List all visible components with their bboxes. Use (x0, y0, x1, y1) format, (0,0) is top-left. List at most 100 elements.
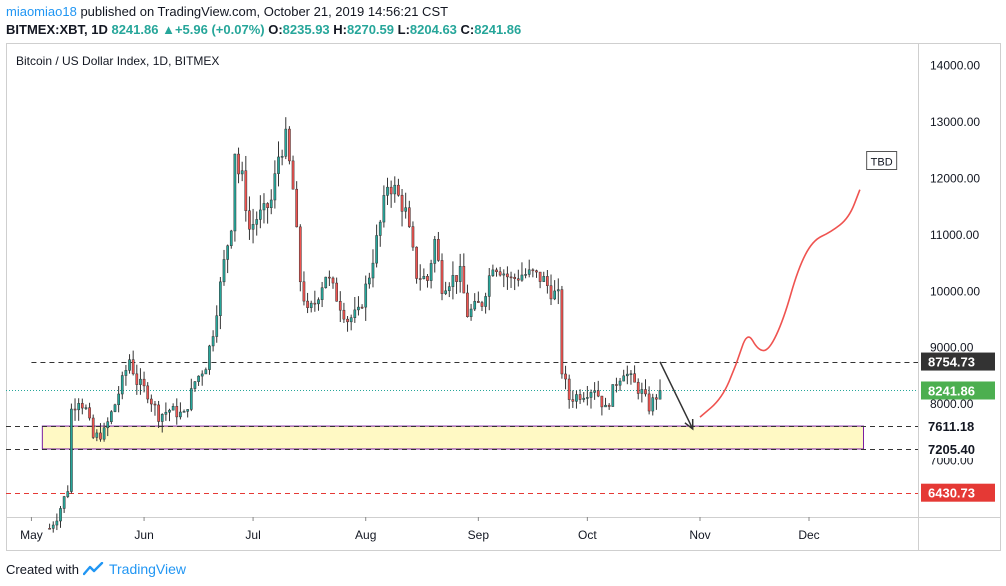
candle-body (487, 275, 491, 297)
candle-body (244, 170, 248, 212)
candle-body (411, 226, 415, 248)
candle-body (117, 393, 120, 406)
candle-body (524, 274, 527, 276)
price-tick-label: 11000.00 (930, 228, 979, 242)
candle-body (397, 184, 400, 196)
candle-body (331, 277, 335, 284)
candle-body (186, 409, 190, 412)
candle-body (484, 296, 487, 307)
support-zone (41, 425, 864, 450)
candle-body (368, 277, 371, 285)
candle-body (95, 432, 99, 438)
candle-body (400, 194, 404, 212)
price-label: 6430.73 (928, 486, 975, 501)
candle-body (618, 380, 622, 386)
candle-body (131, 359, 135, 375)
candle-body (458, 266, 462, 282)
candle-body (389, 186, 393, 195)
time-tick-label: May (20, 528, 43, 542)
candle-body (237, 153, 240, 175)
candle-body (404, 207, 408, 212)
chart-title: Bitcoin / US Dollar Index, 1D, BITMEX (16, 54, 219, 68)
close-value: 8241.86 (474, 22, 522, 37)
candle-body (502, 273, 506, 276)
candle-body (219, 281, 222, 316)
candle-body (179, 411, 182, 418)
candle-body (549, 285, 553, 300)
author-link[interactable]: miaomiao18 (6, 4, 77, 19)
candle-body (317, 299, 320, 305)
candle-body (451, 275, 455, 287)
candle-body (91, 417, 95, 438)
candle-body (335, 282, 338, 302)
candle-body (538, 271, 542, 282)
price-tick-label: 10000.00 (930, 284, 980, 298)
candle-body (506, 273, 509, 278)
candle-body (142, 378, 146, 387)
candle-body (586, 397, 589, 399)
high-value: 8270.59 (347, 22, 395, 37)
candle-body (596, 390, 600, 397)
candle-body (269, 199, 273, 208)
candle-body (73, 408, 77, 411)
created-with-text: Created with (6, 561, 79, 577)
tradingview-logo-icon (82, 562, 104, 576)
candle-body (415, 246, 418, 279)
candle-body (62, 496, 66, 509)
price-label-bg (921, 381, 995, 400)
candle-body (208, 345, 211, 370)
candle-body (386, 186, 389, 196)
candle-body (189, 388, 193, 410)
candle-body (477, 301, 480, 303)
candle-body (426, 276, 429, 281)
candle-body (215, 315, 219, 337)
candle-body (560, 289, 564, 375)
open-value: 8235.93 (282, 22, 330, 37)
candle-body (633, 373, 636, 383)
time-tick-label: Sep (468, 528, 490, 542)
price-tick-label: 14000.00 (930, 59, 980, 73)
candle-body (658, 390, 662, 400)
candle-body (509, 276, 513, 279)
chart-frame[interactable]: Bitcoin / US Dollar Index, 1D, BITMEX TB… (6, 43, 1001, 551)
price-chart[interactable]: Bitcoin / US Dollar Index, 1D, BITMEX TB… (6, 43, 1001, 551)
candle-body (418, 278, 422, 280)
candle-body (422, 276, 426, 279)
candle-body (128, 359, 131, 371)
price-label: 8241.86 (928, 383, 975, 398)
candle-body (226, 245, 229, 260)
candle-body (520, 274, 524, 281)
candle-body (611, 384, 615, 407)
candle-body (306, 300, 309, 308)
candle-body (324, 276, 328, 289)
candle-body (113, 404, 117, 412)
candle-body (447, 286, 451, 292)
candle-body (636, 381, 640, 394)
tradingview-brand[interactable]: TradingView (108, 561, 187, 577)
price-tick-label: 13000.00 (930, 115, 980, 129)
price-label: 8754.73 (928, 355, 975, 370)
candle-body (193, 381, 197, 389)
price-label-bg (921, 352, 995, 371)
publish-header: miaomiao18 published on TradingView.com,… (6, 4, 448, 19)
candle-body (527, 269, 531, 275)
tbd-box (866, 151, 898, 170)
price-label: 7611.18 (928, 419, 974, 434)
candle-body (495, 269, 498, 273)
high-label: H: (333, 22, 348, 37)
candle-body (211, 336, 215, 347)
last-price: 8241.86 (111, 22, 159, 37)
price-label-bg (921, 483, 995, 502)
time-tick-label: Nov (689, 528, 710, 542)
time-tick-label: Jul (245, 528, 260, 542)
candle-body (139, 378, 142, 385)
candle-body (378, 221, 382, 236)
candle-body (251, 224, 255, 230)
candle-body (578, 394, 582, 400)
candle-body (59, 508, 62, 522)
candle-body (255, 219, 259, 225)
footer: Created with TradingView (6, 561, 186, 577)
candle-body (266, 203, 269, 208)
low-label: L: (397, 22, 410, 37)
candle-body (66, 491, 70, 497)
